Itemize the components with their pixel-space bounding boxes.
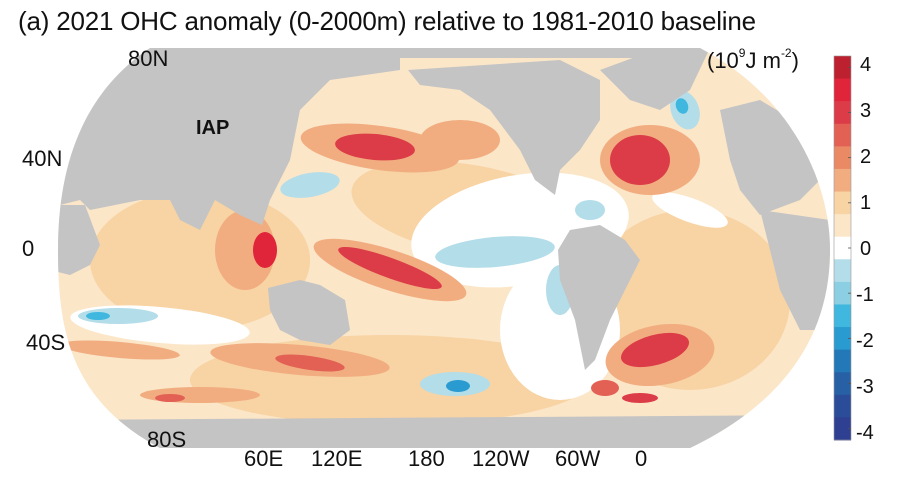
colorbar-bin bbox=[834, 281, 851, 305]
land-africa-west bbox=[760, 210, 830, 330]
colorbar-tick: 1 bbox=[860, 192, 872, 214]
gulf-stream-hot bbox=[610, 135, 670, 185]
lon-label-0: 0 bbox=[635, 446, 648, 471]
drake-passage-hot bbox=[591, 380, 619, 396]
units-label: (109J m-2) bbox=[707, 46, 799, 73]
colorbar-bin bbox=[834, 349, 851, 373]
colorbar-bin bbox=[834, 372, 851, 396]
southern-hot-west bbox=[155, 394, 185, 402]
land-arctic-strip bbox=[380, 48, 700, 58]
northwest-pacific-cool bbox=[280, 172, 340, 198]
colorbar-tick: 3 bbox=[860, 100, 872, 122]
land-greenland bbox=[600, 48, 710, 110]
colorbar-bin bbox=[834, 259, 851, 283]
south-atlantic-hot bbox=[620, 332, 690, 368]
lat-label-80s: 80S bbox=[147, 427, 187, 452]
land-north-america bbox=[408, 60, 600, 195]
lon-label-180: 180 bbox=[408, 446, 445, 471]
colorbar-tick: 2 bbox=[860, 146, 872, 168]
lon-label-60w: 60W bbox=[555, 446, 601, 471]
colorbar-tick: -4 bbox=[856, 422, 874, 444]
caribbean-cool bbox=[575, 200, 605, 220]
colorbar-bin bbox=[834, 78, 851, 102]
colorbar-bin bbox=[834, 236, 851, 260]
colorbar-bin bbox=[834, 214, 851, 238]
lon-label-120e: 120E bbox=[311, 446, 363, 471]
colorbar-bin bbox=[834, 191, 851, 215]
east-pacific-cool bbox=[435, 236, 555, 268]
lon-label-120w: 120W bbox=[472, 446, 530, 471]
colorbar-tick: 0 bbox=[860, 238, 872, 260]
colorbar-bin bbox=[834, 123, 851, 147]
weddell-hot bbox=[622, 393, 658, 403]
land-australia bbox=[268, 280, 350, 345]
southeast-indian-cold bbox=[86, 312, 110, 320]
land-africa-east bbox=[58, 205, 100, 275]
colorbar-bin bbox=[834, 304, 851, 328]
lat-label-40n: 40N bbox=[22, 146, 63, 171]
north-pacific-central bbox=[420, 120, 500, 160]
colorbar-bin bbox=[834, 168, 851, 193]
colorbar-bin bbox=[834, 417, 851, 441]
colorbar-tick: -2 bbox=[856, 330, 874, 352]
colorbar-tick: 4 bbox=[860, 54, 872, 76]
lon-label-60e: 60E bbox=[244, 446, 284, 471]
iap-label: IAP bbox=[196, 117, 230, 139]
southeast-pacific-cold bbox=[446, 380, 470, 392]
lat-label-80n: 80N bbox=[128, 46, 169, 71]
colorbar-bin bbox=[834, 394, 851, 418]
tropical-pacific-hot bbox=[338, 246, 442, 290]
colorbar-bin bbox=[834, 101, 851, 125]
land-eurasia bbox=[58, 48, 400, 230]
colorbar-bin bbox=[834, 327, 851, 351]
colorbar-tick: -1 bbox=[856, 284, 874, 306]
labrador-cold bbox=[675, 98, 689, 114]
colorbar-bin bbox=[834, 146, 851, 170]
lat-label-0: 0 bbox=[22, 236, 35, 261]
indonesia-hot bbox=[253, 232, 277, 268]
chart-title: (a) 2021 OHC anomaly (0-2000m) relative … bbox=[18, 6, 756, 36]
agulhas-band bbox=[60, 340, 180, 360]
lat-label-40s: 40S bbox=[26, 330, 66, 355]
atlantic-neutral bbox=[652, 192, 728, 228]
indonesian-throughflow bbox=[215, 210, 275, 290]
land-antarctica bbox=[58, 415, 830, 448]
land-south-america bbox=[558, 225, 640, 370]
kuroshio-hot bbox=[335, 133, 415, 161]
south-indian-hot bbox=[275, 354, 345, 372]
southern-band-west bbox=[140, 387, 260, 403]
colorbar-tick: -3 bbox=[856, 376, 874, 398]
colorbar-bin bbox=[834, 56, 851, 80]
